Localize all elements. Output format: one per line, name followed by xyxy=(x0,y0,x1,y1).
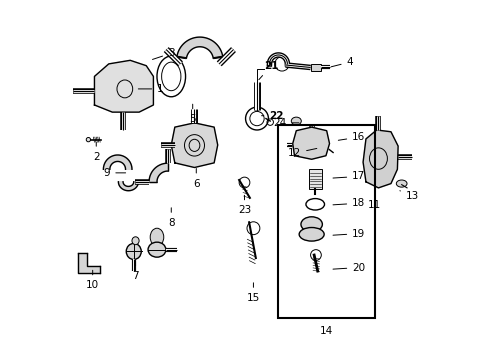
Ellipse shape xyxy=(291,117,301,125)
Text: 10: 10 xyxy=(86,270,99,291)
Text: 6: 6 xyxy=(193,168,199,189)
Text: 3: 3 xyxy=(152,48,174,59)
Text: 13: 13 xyxy=(399,191,418,201)
Ellipse shape xyxy=(299,228,324,241)
Ellipse shape xyxy=(300,217,322,232)
Polygon shape xyxy=(149,163,167,182)
Text: 2: 2 xyxy=(93,143,100,162)
Bar xyxy=(309,136,323,154)
Polygon shape xyxy=(118,182,138,191)
Bar xyxy=(310,64,321,71)
Polygon shape xyxy=(292,127,329,159)
Text: 22: 22 xyxy=(261,111,284,121)
Polygon shape xyxy=(363,130,397,188)
Text: 14: 14 xyxy=(319,326,333,336)
Polygon shape xyxy=(94,60,153,112)
Text: 11: 11 xyxy=(367,190,381,210)
Text: 21: 21 xyxy=(258,61,278,80)
Ellipse shape xyxy=(126,243,141,260)
Text: 16: 16 xyxy=(338,132,365,142)
Ellipse shape xyxy=(132,237,139,245)
Text: 19: 19 xyxy=(332,229,365,239)
Text: 23: 23 xyxy=(237,195,251,215)
Text: 1: 1 xyxy=(138,84,163,94)
Text: 4: 4 xyxy=(330,57,352,67)
Text: 15: 15 xyxy=(246,283,260,303)
Polygon shape xyxy=(171,123,217,167)
Ellipse shape xyxy=(86,138,90,142)
Text: 5: 5 xyxy=(189,104,196,124)
Ellipse shape xyxy=(150,228,163,246)
Text: 17: 17 xyxy=(332,171,365,181)
Polygon shape xyxy=(78,253,100,273)
Text: 8: 8 xyxy=(167,208,174,228)
Polygon shape xyxy=(103,155,132,169)
Text: 18: 18 xyxy=(332,198,365,208)
Bar xyxy=(278,125,374,318)
Ellipse shape xyxy=(395,180,406,187)
Text: 7: 7 xyxy=(132,261,139,282)
Text: 20: 20 xyxy=(332,262,365,273)
Ellipse shape xyxy=(148,242,165,257)
Text: 9: 9 xyxy=(103,168,125,178)
Text: 24: 24 xyxy=(273,118,298,128)
Polygon shape xyxy=(177,37,223,58)
Bar xyxy=(308,169,321,189)
Text: 12: 12 xyxy=(287,148,316,158)
